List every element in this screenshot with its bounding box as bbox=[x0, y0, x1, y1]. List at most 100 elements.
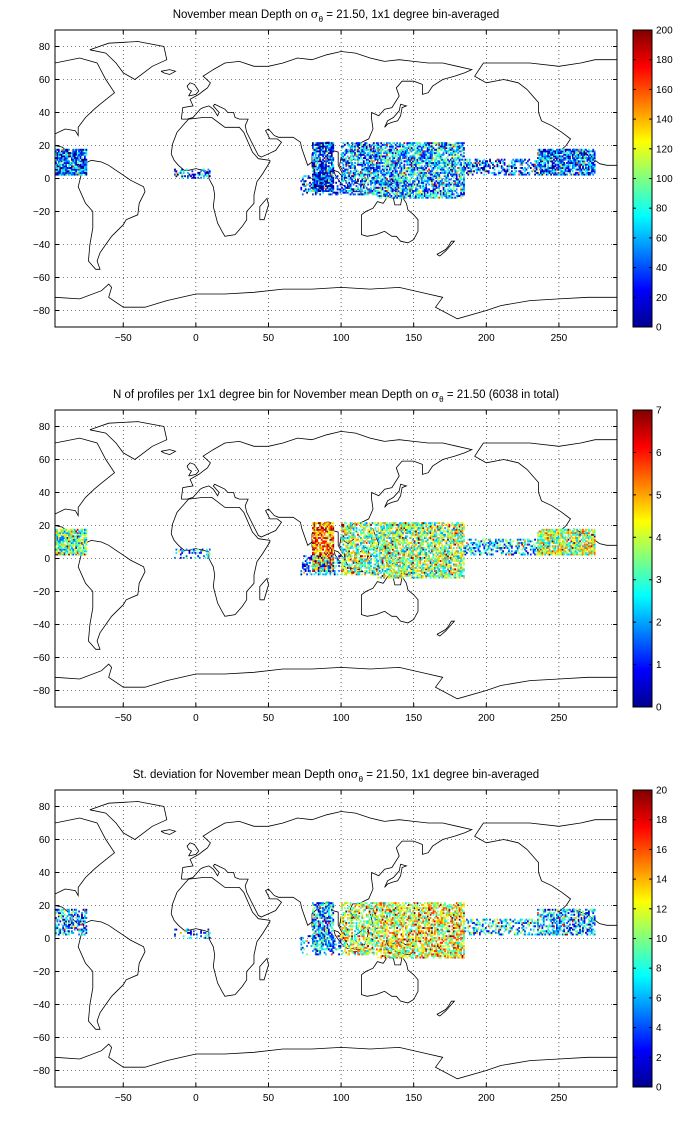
data-cell bbox=[354, 193, 356, 196]
data-cell bbox=[59, 532, 62, 535]
data-cell bbox=[60, 173, 63, 176]
data-cell bbox=[409, 183, 412, 186]
data-cell bbox=[463, 167, 465, 169]
data-cell bbox=[384, 167, 387, 169]
data-cell bbox=[445, 196, 448, 199]
data-cell bbox=[367, 528, 369, 531]
data-cell bbox=[455, 142, 458, 145]
data-cell bbox=[402, 193, 404, 196]
data-cell bbox=[429, 176, 432, 179]
data-cell bbox=[323, 528, 326, 531]
data-cell bbox=[335, 191, 338, 194]
data-cell bbox=[335, 565, 338, 568]
data-cell bbox=[586, 160, 589, 163]
data-cell bbox=[381, 547, 384, 549]
data-cell bbox=[55, 160, 57, 163]
data-cell bbox=[326, 188, 329, 191]
data-cell bbox=[351, 555, 353, 558]
data-cell bbox=[362, 183, 365, 186]
data-cell bbox=[355, 155, 358, 158]
data-cell bbox=[323, 563, 326, 566]
data-cell bbox=[320, 150, 323, 153]
data-cell bbox=[450, 188, 452, 191]
data-cell bbox=[73, 548, 76, 551]
data-cell bbox=[174, 173, 176, 176]
data-cell bbox=[57, 537, 60, 539]
data-cell bbox=[435, 142, 438, 145]
data-cell bbox=[538, 148, 541, 151]
data-cell bbox=[313, 537, 316, 539]
data-cell bbox=[569, 162, 571, 164]
data-cell bbox=[542, 150, 545, 153]
data-cell bbox=[352, 566, 355, 569]
data-cell bbox=[560, 163, 563, 166]
data-cell bbox=[312, 540, 314, 543]
data-cell bbox=[66, 542, 69, 544]
data-cell bbox=[438, 188, 441, 191]
data-cell bbox=[345, 525, 348, 528]
data-cell bbox=[394, 186, 397, 189]
data-cell bbox=[309, 561, 311, 564]
data-cell bbox=[66, 173, 69, 176]
data-cell bbox=[367, 565, 369, 568]
data-cell bbox=[354, 560, 356, 563]
data-cell bbox=[365, 571, 368, 574]
data-cell bbox=[381, 558, 384, 561]
data-cell bbox=[452, 193, 455, 196]
data-cell bbox=[364, 190, 367, 192]
data-cell bbox=[588, 171, 590, 174]
data-cell bbox=[360, 530, 362, 533]
data-cell bbox=[400, 162, 403, 164]
data-cell bbox=[320, 185, 323, 188]
data-cell bbox=[319, 176, 322, 179]
data-cell bbox=[582, 157, 584, 160]
data-cell bbox=[307, 565, 310, 568]
data-cell bbox=[435, 175, 438, 178]
data-cell bbox=[377, 566, 380, 569]
data-cell bbox=[589, 171, 592, 174]
data-cell bbox=[81, 157, 83, 160]
data-cell bbox=[570, 173, 573, 176]
data-cell bbox=[425, 155, 428, 158]
data-cell bbox=[365, 570, 368, 572]
data-cell bbox=[521, 158, 523, 161]
data-cell bbox=[310, 556, 313, 559]
data-cell bbox=[421, 148, 423, 151]
data-cell bbox=[541, 157, 544, 160]
data-cell bbox=[434, 171, 436, 174]
data-cell bbox=[463, 155, 465, 158]
data-cell bbox=[589, 173, 592, 176]
data-cell bbox=[454, 168, 457, 171]
data-cell bbox=[541, 171, 544, 174]
data-cell bbox=[532, 165, 535, 168]
data-cell bbox=[336, 561, 339, 564]
data-cell bbox=[329, 533, 332, 536]
data-cell bbox=[380, 183, 383, 186]
data-cell bbox=[583, 168, 586, 171]
data-cell bbox=[422, 147, 425, 150]
data-cell bbox=[325, 160, 327, 163]
data-cell bbox=[310, 555, 313, 558]
data-cell bbox=[390, 162, 393, 164]
data-cell bbox=[348, 535, 351, 538]
data-cell bbox=[394, 167, 397, 169]
y-tick-label: −20 bbox=[33, 207, 50, 218]
data-cell bbox=[421, 195, 423, 197]
data-cell bbox=[345, 163, 348, 166]
data-cell bbox=[423, 147, 426, 150]
data-cell bbox=[65, 148, 67, 151]
data-cell bbox=[423, 142, 426, 145]
data-cell bbox=[84, 152, 86, 155]
data-cell bbox=[313, 190, 316, 192]
data-cell bbox=[458, 148, 461, 151]
data-cell bbox=[62, 155, 65, 158]
data-cell bbox=[326, 545, 329, 548]
data-cell bbox=[585, 148, 587, 151]
data-cell bbox=[355, 548, 358, 551]
data-cell bbox=[431, 176, 433, 179]
data-cell bbox=[348, 145, 351, 148]
data-cell bbox=[78, 545, 80, 548]
data-cell bbox=[362, 147, 365, 150]
data-cell bbox=[383, 191, 385, 194]
data-cell bbox=[323, 558, 326, 561]
